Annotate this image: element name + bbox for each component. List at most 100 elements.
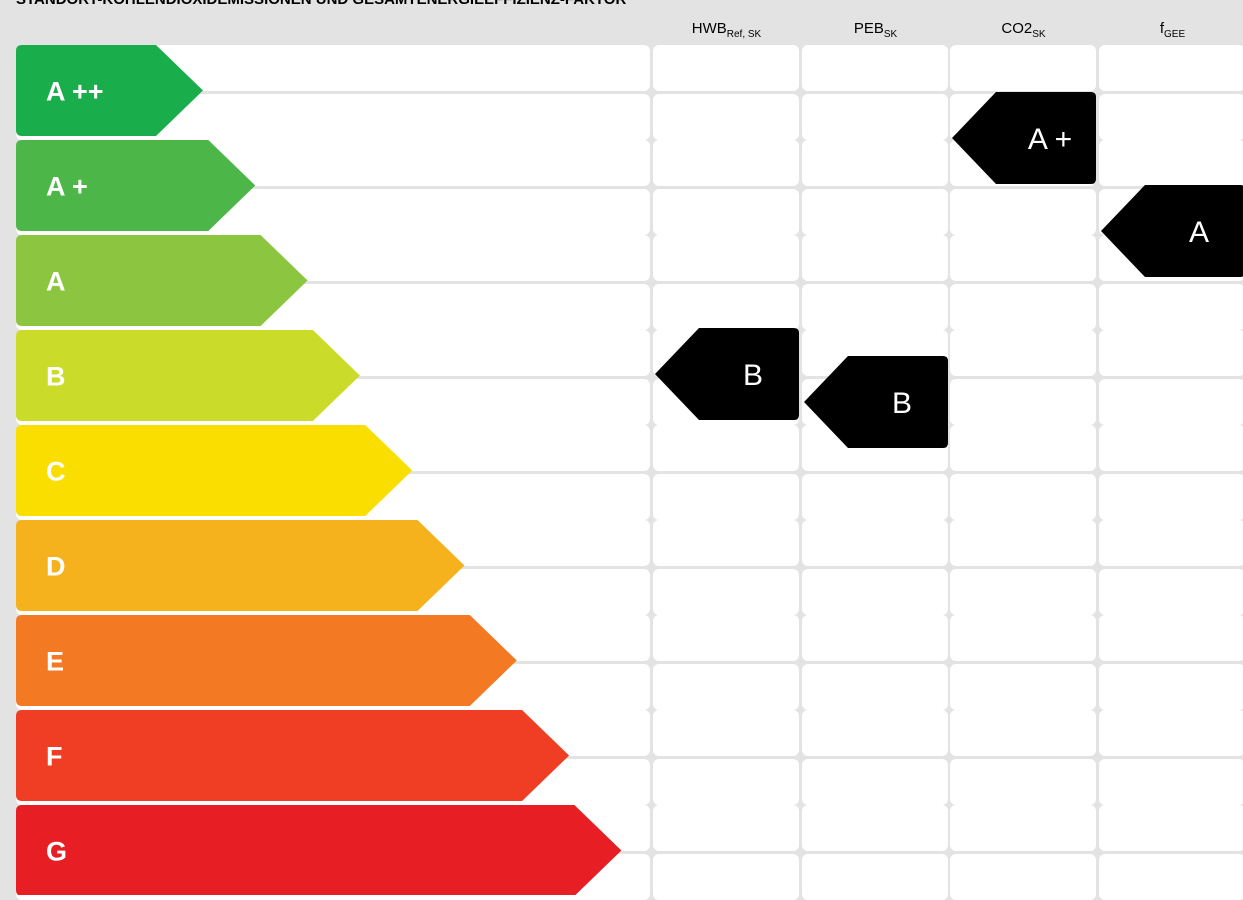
energy-class-label: E: [46, 647, 64, 677]
rating-cell: [1099, 140, 1243, 186]
energy-class-arrow: [16, 235, 308, 326]
rating-cell: [653, 569, 799, 615]
rating-cell: [802, 140, 948, 186]
rating-cell: [653, 805, 799, 851]
rating-cell: [950, 189, 1096, 235]
energy-class-label: A +: [46, 172, 88, 202]
rating-cell: [1099, 94, 1243, 140]
energy-class-b: B: [16, 330, 360, 421]
rating-cell: [653, 94, 799, 140]
energy-class-g: G: [16, 805, 622, 895]
rating-cell: [1099, 520, 1243, 566]
rating-cell: [802, 569, 948, 615]
rating-cell: [950, 45, 1096, 91]
rating-cell: [950, 710, 1096, 756]
rating-cell: [653, 759, 799, 805]
rating-marker-co2: A +: [952, 92, 1096, 184]
column-header-hwb: HWBRef, SK: [653, 18, 800, 44]
rating-marker-f: A: [1101, 185, 1243, 277]
rating-cell: [1099, 330, 1243, 376]
column-header-base: CO2: [1001, 20, 1033, 37]
rating-cell: [1099, 474, 1243, 520]
energy-class-a: A: [16, 235, 308, 326]
column-header-subscript: SK: [1032, 29, 1046, 40]
rating-marker-arrow: [952, 92, 1096, 184]
column-header-subscript: Ref, SK: [726, 29, 762, 40]
rating-marker-arrow: [1101, 185, 1243, 277]
rating-cell: [802, 759, 948, 805]
rating-cell: [653, 615, 799, 661]
energy-class-d: D: [16, 520, 465, 611]
energy-class-aplusplus: A ++: [16, 45, 203, 136]
energy-class-label: A: [46, 267, 66, 297]
rating-cell: [1099, 759, 1243, 805]
energy-class-arrow: [16, 425, 413, 516]
rating-cell: [1099, 379, 1243, 425]
rating-cell: [653, 710, 799, 756]
rating-cell: [950, 284, 1096, 330]
column-header-subscript: SK: [883, 29, 898, 40]
rating-cell: [1099, 664, 1243, 710]
rating-cell: [653, 474, 799, 520]
rating-cell: [1099, 284, 1243, 330]
energy-class-arrow: [16, 615, 517, 706]
energy-class-aplus: A +: [16, 140, 256, 231]
energy-class-label: D: [46, 552, 66, 582]
rating-cell: [950, 759, 1096, 805]
rating-cell: [1099, 854, 1243, 900]
energy-class-arrow: [16, 45, 203, 136]
rating-cell: [802, 664, 948, 710]
column-header-co2: CO2SK: [950, 18, 1097, 44]
rating-cell: [653, 235, 799, 281]
energy-class-f: F: [16, 710, 570, 801]
rating-cell: [950, 854, 1096, 900]
rating-cell: [802, 94, 948, 140]
rating-cell: [1099, 615, 1243, 661]
energy-class-label: F: [46, 742, 63, 772]
rating-cell: [653, 140, 799, 186]
energy-class-label: C: [46, 457, 66, 487]
rating-marker-hwb: B: [655, 328, 799, 420]
energy-class-arrow: [16, 140, 256, 231]
energy-class-arrow: [16, 710, 570, 801]
rating-cell: [653, 189, 799, 235]
rating-cell: [653, 520, 799, 566]
rating-cell: [653, 854, 799, 900]
rating-cell: [802, 45, 948, 91]
rating-cell: [802, 235, 948, 281]
rating-cell: [950, 664, 1096, 710]
rating-cell: [1099, 425, 1243, 471]
rating-cell: [653, 425, 799, 471]
energy-class-label: B: [46, 362, 66, 392]
column-header-f: fGEE: [1099, 18, 1243, 44]
energy-class-c: C: [16, 425, 413, 516]
rating-cell: [802, 520, 948, 566]
rating-cell: [802, 805, 948, 851]
rating-cell: [1099, 45, 1243, 91]
rating-marker-arrow: [655, 328, 799, 420]
column-header-base: PEB: [853, 20, 884, 37]
rating-marker-label: A +: [1028, 123, 1072, 156]
rating-cell: [802, 474, 948, 520]
rating-marker-arrow: [804, 356, 948, 448]
rating-cell: [950, 569, 1096, 615]
rating-cell: [802, 710, 948, 756]
rating-cell: [802, 854, 948, 900]
rating-cell: [1099, 710, 1243, 756]
rating-marker-label: B: [743, 359, 763, 392]
rating-cell: [950, 615, 1096, 661]
energy-class-arrow: [16, 330, 360, 421]
rating-cell: [653, 664, 799, 710]
energy-class-e: E: [16, 615, 517, 706]
rating-cell: [1099, 569, 1243, 615]
rating-marker-label: A: [1189, 216, 1209, 249]
column-header-subscript: GEE: [1164, 29, 1186, 40]
rating-cell: [950, 520, 1096, 566]
rating-cell: [950, 379, 1096, 425]
rating-cell: [950, 474, 1096, 520]
rating-cell: [950, 425, 1096, 471]
rating-cell: [950, 805, 1096, 851]
column-header-peb: PEBSK: [802, 18, 949, 44]
rating-cell: [950, 235, 1096, 281]
energy-class-label: G: [46, 837, 67, 867]
